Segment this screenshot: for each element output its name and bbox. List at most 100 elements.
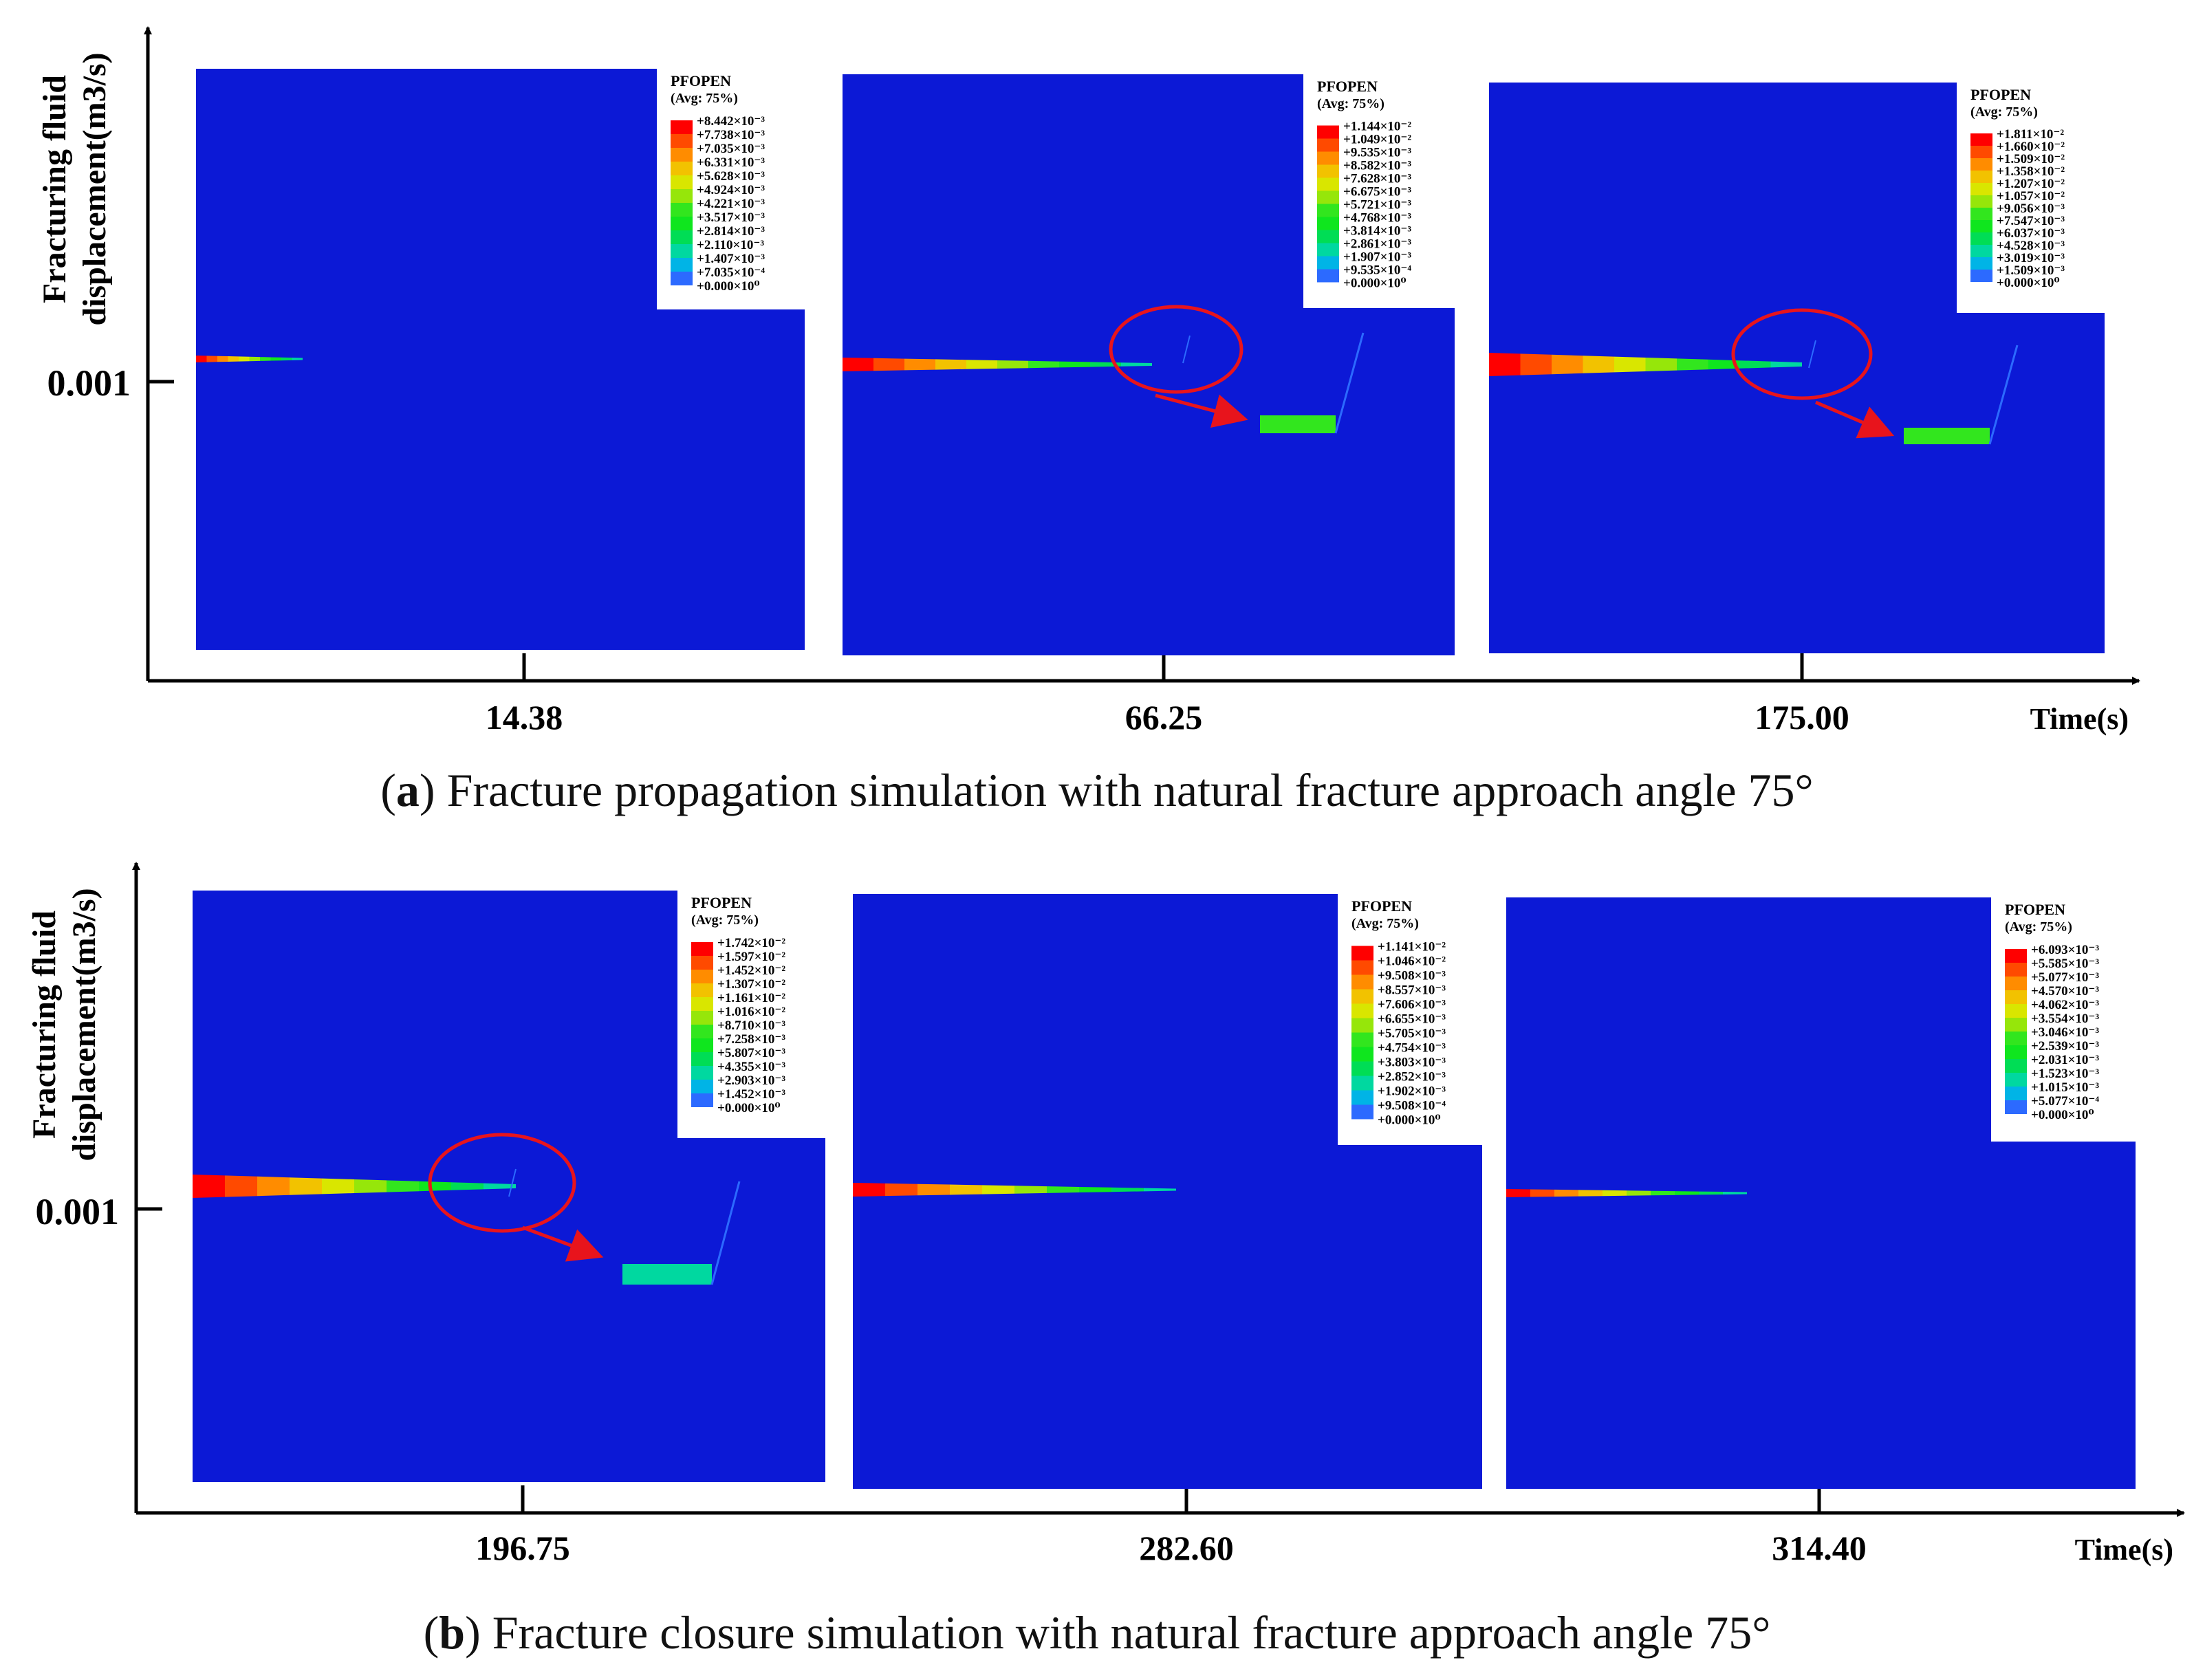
fracture-segment [1645,358,1677,371]
fracture-segment [1530,1189,1554,1197]
legend-value: +4.570×10⁻³ [2031,984,2099,999]
legend-swatch [1351,1047,1373,1062]
legend-value: +1.597×10⁻² [717,950,785,964]
fracture-segment [873,358,904,371]
legend-value: +1.015×10⁻³ [2031,1080,2099,1095]
fracture-segment [1603,1190,1627,1197]
fracture-segment [917,1183,950,1196]
figure-row-a: 0.001 Fracturing fluid displacement(m3/s) T… [36,26,2140,737]
legend-value: +2.861×10⁻³ [1343,237,1411,251]
legend-swatch [2005,963,2027,977]
legend-value: +8.442×10⁻³ [697,114,765,129]
legend-swatch [1351,989,1373,1004]
legend-value: +9.508×10⁻⁴ [1378,1099,1446,1113]
legend-swatch [1970,195,1992,208]
legend-value: +2.031×10⁻³ [2031,1053,2099,1067]
natural-fracture-zoom [1904,428,1990,444]
fracture-segment [1677,358,1708,371]
x-axis-label: Time(s) [2030,702,2129,736]
fracture-segment [1770,361,1802,368]
fracture-segment [1144,1188,1176,1192]
legend-value: +7.738×10⁻³ [697,128,765,142]
legend-value: +3.554×10⁻³ [2031,1012,2099,1026]
legend-swatch [1970,245,1992,257]
fracture-segment [451,1182,484,1190]
legend-value: +1.902×10⁻³ [1378,1084,1446,1099]
natural-fracture-zoom [1260,415,1336,433]
natural-fracture-branch [710,1181,741,1285]
fracture-segment [1739,360,1771,369]
legend-value: +0.000×10⁰ [1378,1113,1441,1128]
natural-fracture-branch [1988,345,2019,445]
legend-swatch [691,1066,713,1080]
fracture-segment [217,356,228,362]
contour-field [1489,83,2105,653]
legend-swatch [671,203,693,217]
legend-value: +4.528×10⁻³ [1997,239,2065,253]
legend-value: +3.814×10⁻³ [1343,223,1411,238]
time-label: 196.75 [475,1529,570,1567]
legend-value: +1.144×10⁻² [1343,119,1411,133]
simulation-panel: 314.40 PFOPEN(Avg: 75%) +6.093×10⁻³+5.585×… [1506,897,2136,1567]
legend-swatch [691,1052,713,1066]
legend-value: +1.049×10⁻² [1343,132,1411,146]
fracture-segment [997,360,1028,369]
fracture-segment [1627,1190,1651,1196]
fracture-segment [1583,356,1614,373]
legend-value: +5.628×10⁻³ [697,169,765,184]
legend-value: +5.721×10⁻³ [1343,197,1411,212]
legend-value: +7.606×10⁻³ [1378,998,1446,1012]
legend-swatch [671,272,693,285]
fracture-segment [270,357,281,361]
legend-swatch [1317,190,1339,204]
legend-value: +5.585×10⁻³ [2031,957,2099,971]
simulation-panel: 196.75 PFOPEN (Avg: 75%) +1.742×10⁻²+1.597×… [193,891,825,1567]
y-tick-label: 0.001 [36,1191,120,1232]
legend-value: +0.000×10⁰ [1343,276,1406,290]
legend-value: +4.924×10⁻³ [697,183,765,197]
legend-title: PFOPEN [2005,901,2065,918]
legend-value: +1.452×10⁻³ [717,1087,785,1102]
y-tick-label: 0.001 [47,362,131,404]
legend-swatch [1351,946,1373,961]
legend-swatch [691,1025,713,1038]
fracture-segment [1723,1192,1747,1194]
simulation-panel: 282.60 PFOPEN(Avg: 75%) +1.141×10⁻²+1.046×… [853,894,1482,1567]
fracture-segment [228,356,239,362]
legend-value: +6.037×10⁻³ [1997,226,2065,241]
legend-value: +9.056×10⁻³ [1997,201,2065,216]
legend-swatch [1351,1032,1373,1047]
legend-swatch [691,956,713,970]
legend-swatch [1317,125,1339,139]
legend-swatch [1317,204,1339,217]
legend-value: +7.628×10⁻³ [1343,171,1411,186]
legend-value: +1.407×10⁻³ [697,252,765,266]
legend-value: +9.508×10⁻³ [1378,969,1446,983]
zoom-arrow [522,1225,604,1262]
y-axis-label-line2: displacement(m3/s) [76,52,113,325]
caption-a: (a) Fracture propagation simulation with… [380,764,1814,816]
highlight-circle [1109,305,1243,394]
fracture-segment [260,357,271,361]
legend-swatch [1317,230,1339,243]
legend-value: +1.811×10⁻² [1997,127,2064,142]
legend-swatch [1970,171,1992,183]
fracture-segment [387,1180,419,1192]
legend-value: +4.355×10⁻³ [717,1060,785,1074]
legend-swatch [691,942,713,956]
legend-title: PFOPEN [671,72,731,89]
legend-value: +1.161×10⁻² [717,991,785,1005]
fracture-segment [290,1177,322,1195]
fracture-segment [1651,1190,1675,1196]
legend-swatch [691,970,713,983]
legend-swatch [1317,177,1339,191]
legend-value: +9.535×10⁻⁴ [1343,263,1411,277]
legend-title: PFOPEN [1351,897,1412,915]
fracture-segment [885,1183,917,1197]
legend-swatch [671,258,693,272]
legend-swatch [691,997,713,1011]
fracture-segment [1079,1186,1111,1193]
fracture-segment [354,1179,387,1193]
fracture-segment [1047,1186,1079,1193]
fracture-segment [484,1183,516,1190]
